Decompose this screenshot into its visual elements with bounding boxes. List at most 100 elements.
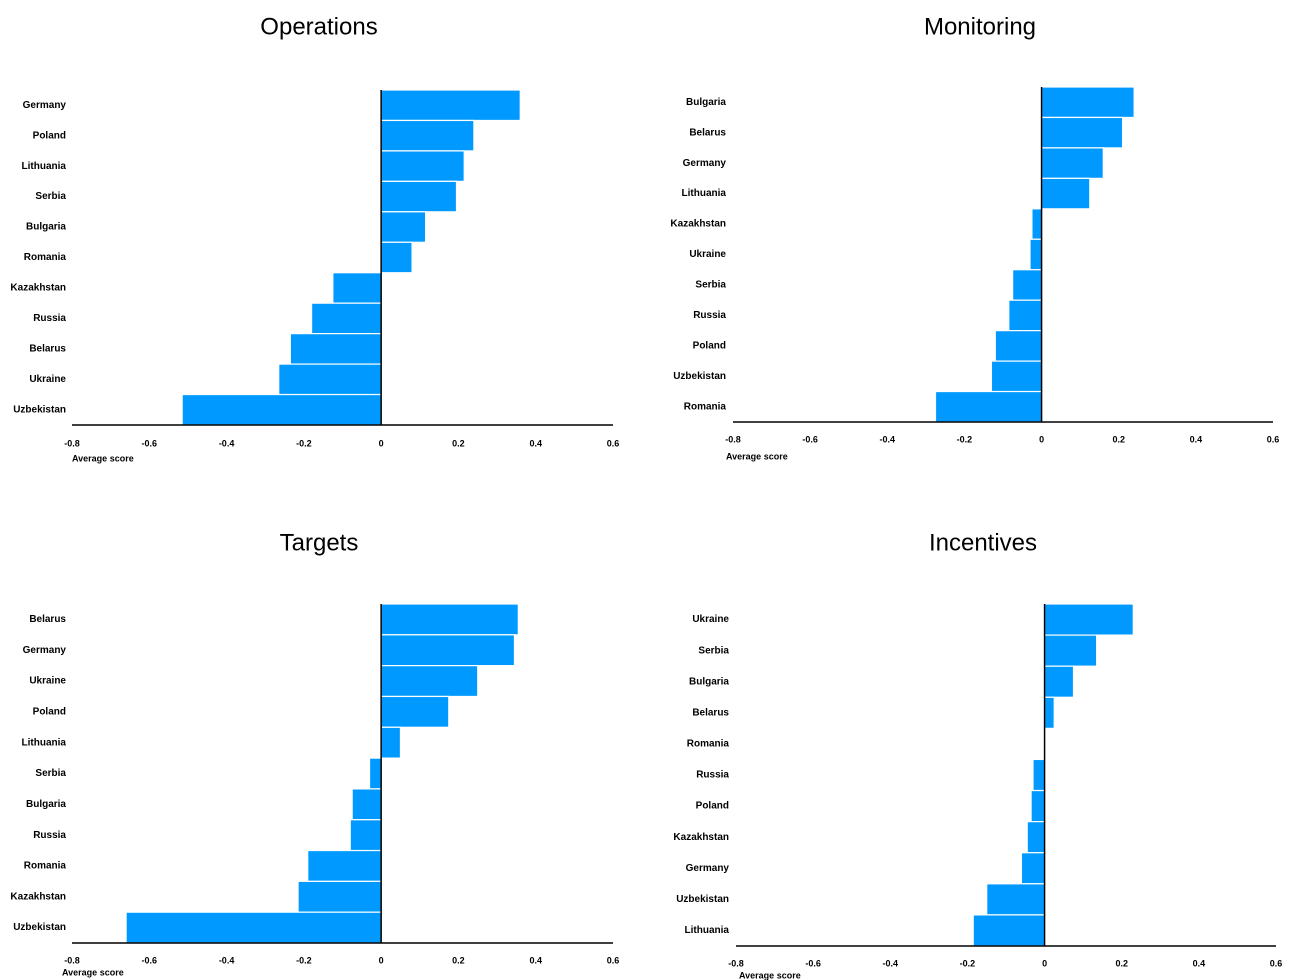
panel-monitoring-label-romania: Romania xyxy=(684,401,727,412)
panel-targets-label-russia: Russia xyxy=(33,830,66,841)
panel-operations-tick-0: 0 xyxy=(379,438,384,448)
panel-monitoring-bar-belarus xyxy=(1040,116,1124,149)
panel-targets-label-ukraine: Ukraine xyxy=(29,676,66,687)
panel-monitoring-label-kazakhstan: Kazakhstan xyxy=(670,219,726,230)
panel-monitoring-tick-0: 0 xyxy=(1039,434,1044,444)
panel-monitoring-x-axis-label: Average score xyxy=(726,451,788,461)
panel-monitoring-bar-serbia xyxy=(1012,269,1043,301)
panel-operations-tick-0-6: 0.6 xyxy=(607,438,620,448)
panel-incentives-label-bulgaria: Bulgaria xyxy=(689,676,729,687)
panel-operations-bar-poland xyxy=(380,119,475,152)
panel-targets-bar-germany xyxy=(380,634,516,667)
panel-operations-label-germany: Germany xyxy=(23,100,67,111)
panel-operations-label-kazakhstan: Kazakhstan xyxy=(10,283,66,294)
panel-targets-bar-belarus xyxy=(380,603,519,636)
panel-targets-bar-kazakhstan xyxy=(297,880,382,913)
panel-targets-bar-poland xyxy=(380,695,450,728)
panel-operations-tick-0-2: 0.2 xyxy=(452,438,465,448)
panel-incentives-bar-germany xyxy=(1020,852,1046,885)
panel-incentives-bar-poland xyxy=(1030,789,1046,823)
panel-targets-x-axis-label: Average score xyxy=(62,967,124,977)
panel-monitoring-bar-germany xyxy=(1040,147,1104,179)
panel-monitoring-tick--0-6: -0.6 xyxy=(802,434,818,444)
panel-operations-bar-romania xyxy=(380,241,413,274)
panel-operations-bar-serbia xyxy=(380,180,458,213)
panel-incentives-label-lithuania: Lithuania xyxy=(685,925,730,936)
panel-operations-tick-0-4: 0.4 xyxy=(529,438,542,448)
panel-operations-bar-kazakhstan xyxy=(332,272,382,304)
panel-operations-label-ukraine: Ukraine xyxy=(29,374,66,385)
panel-operations-label-bulgaria: Bulgaria xyxy=(26,222,66,233)
panel-incentives-tick-0-6: 0.6 xyxy=(1270,958,1283,968)
panel-monitoring-tick-0-2: 0.2 xyxy=(1112,434,1125,444)
panel-monitoring-label-bulgaria: Bulgaria xyxy=(686,97,726,108)
panel-targets-bar-ukraine xyxy=(380,665,479,698)
panel-incentives-label-kazakhstan: Kazakhstan xyxy=(673,832,729,843)
panel-monitoring-title: Monitoring xyxy=(924,13,1036,40)
panel-operations-bar-russia xyxy=(310,302,382,335)
panel-operations-tick--0-2: -0.2 xyxy=(296,438,312,448)
panel-incentives-tick--0-4: -0.4 xyxy=(883,958,899,968)
panel-monitoring-tick--0-2: -0.2 xyxy=(957,434,973,444)
panel-operations-label-serbia: Serbia xyxy=(35,191,66,202)
panel-incentives-label-ukraine: Ukraine xyxy=(692,614,729,625)
panel-monitoring-bar-romania xyxy=(934,390,1043,423)
panel-incentives-label-belarus: Belarus xyxy=(692,707,729,718)
panel-incentives-tick-0-4: 0.4 xyxy=(1193,958,1206,968)
panel-incentives-tick--0-6: -0.6 xyxy=(805,958,821,968)
panel-targets-tick--0-8: -0.8 xyxy=(64,955,80,965)
panel-operations-bar-bulgaria xyxy=(380,211,427,243)
panel-operations-label-lithuania: Lithuania xyxy=(22,161,67,172)
panel-monitoring-tick-0-4: 0.4 xyxy=(1190,434,1203,444)
panel-targets-bar-uzbekistan xyxy=(125,911,382,944)
panel-monitoring-bar-uzbekistan xyxy=(990,360,1043,393)
panel-incentives-tick--0-8: -0.8 xyxy=(728,958,744,968)
panel-monitoring-bar-ukraine xyxy=(1029,238,1043,271)
panel-operations-bar-germany xyxy=(380,89,521,122)
panel-targets-tick-0-6: 0.6 xyxy=(607,955,620,965)
panel-operations-bar-uzbekistan xyxy=(181,393,382,426)
panel-operations-label-belarus: Belarus xyxy=(29,344,66,355)
panel-incentives-bar-bulgaria xyxy=(1043,665,1075,698)
panel-targets-tick--0-6: -0.6 xyxy=(142,955,158,965)
panel-incentives-bar-ukraine xyxy=(1043,603,1134,636)
panel-monitoring-tick--0-4: -0.4 xyxy=(880,434,896,444)
panel-targets-label-kazakhstan: Kazakhstan xyxy=(10,891,66,902)
panel-operations-label-poland: Poland xyxy=(33,130,66,141)
panel-targets-label-serbia: Serbia xyxy=(35,768,66,779)
panel-operations-bar-lithuania xyxy=(380,150,465,182)
panel-monitoring-label-russia: Russia xyxy=(693,310,726,321)
panel-monitoring-bar-bulgaria xyxy=(1040,86,1135,119)
panel-targets-tick-0: 0 xyxy=(379,955,384,965)
panel-operations-label-romania: Romania xyxy=(24,252,67,263)
panel-incentives-bar-serbia xyxy=(1043,634,1098,667)
panel-incentives-title: Incentives xyxy=(929,529,1037,556)
panel-targets-label-lithuania: Lithuania xyxy=(22,737,67,748)
panel-incentives-label-poland: Poland xyxy=(696,801,729,812)
panel-operations-label-uzbekistan: Uzbekistan xyxy=(13,404,66,415)
panel-targets-tick-0-4: 0.4 xyxy=(529,955,542,965)
panel-monitoring-tick--0-8: -0.8 xyxy=(725,434,741,444)
panel-targets-label-poland: Poland xyxy=(33,707,66,718)
panel-targets-label-germany: Germany xyxy=(23,645,67,656)
panel-incentives-label-russia: Russia xyxy=(696,770,729,781)
panel-incentives-label-serbia: Serbia xyxy=(698,645,729,656)
panel-monitoring-label-germany: Germany xyxy=(683,158,727,169)
panel-monitoring-label-belarus: Belarus xyxy=(689,127,726,138)
panel-incentives-label-romania: Romania xyxy=(687,739,730,750)
panel-incentives-bar-uzbekistan xyxy=(986,883,1046,916)
panel-monitoring-label-uzbekistan: Uzbekistan xyxy=(673,371,726,382)
panel-incentives-label-germany: Germany xyxy=(686,863,730,874)
panel-targets-label-uzbekistan: Uzbekistan xyxy=(13,922,66,933)
panel-targets-bar-bulgaria xyxy=(351,788,382,821)
panel-monitoring-bar-lithuania xyxy=(1040,177,1091,210)
panel-incentives-tick-0-2: 0.2 xyxy=(1115,958,1128,968)
panel-targets-bar-romania xyxy=(307,849,382,882)
panel-incentives-bar-kazakhstan xyxy=(1026,821,1046,854)
panel-operations-bar-ukraine xyxy=(278,363,382,396)
panel-targets-tick--0-2: -0.2 xyxy=(296,955,312,965)
panel-targets-bar-lithuania xyxy=(380,726,402,759)
panel-monitoring-label-serbia: Serbia xyxy=(695,280,726,291)
panel-operations-tick--0-4: -0.4 xyxy=(219,438,235,448)
panel-operations-bar-belarus xyxy=(289,333,382,365)
